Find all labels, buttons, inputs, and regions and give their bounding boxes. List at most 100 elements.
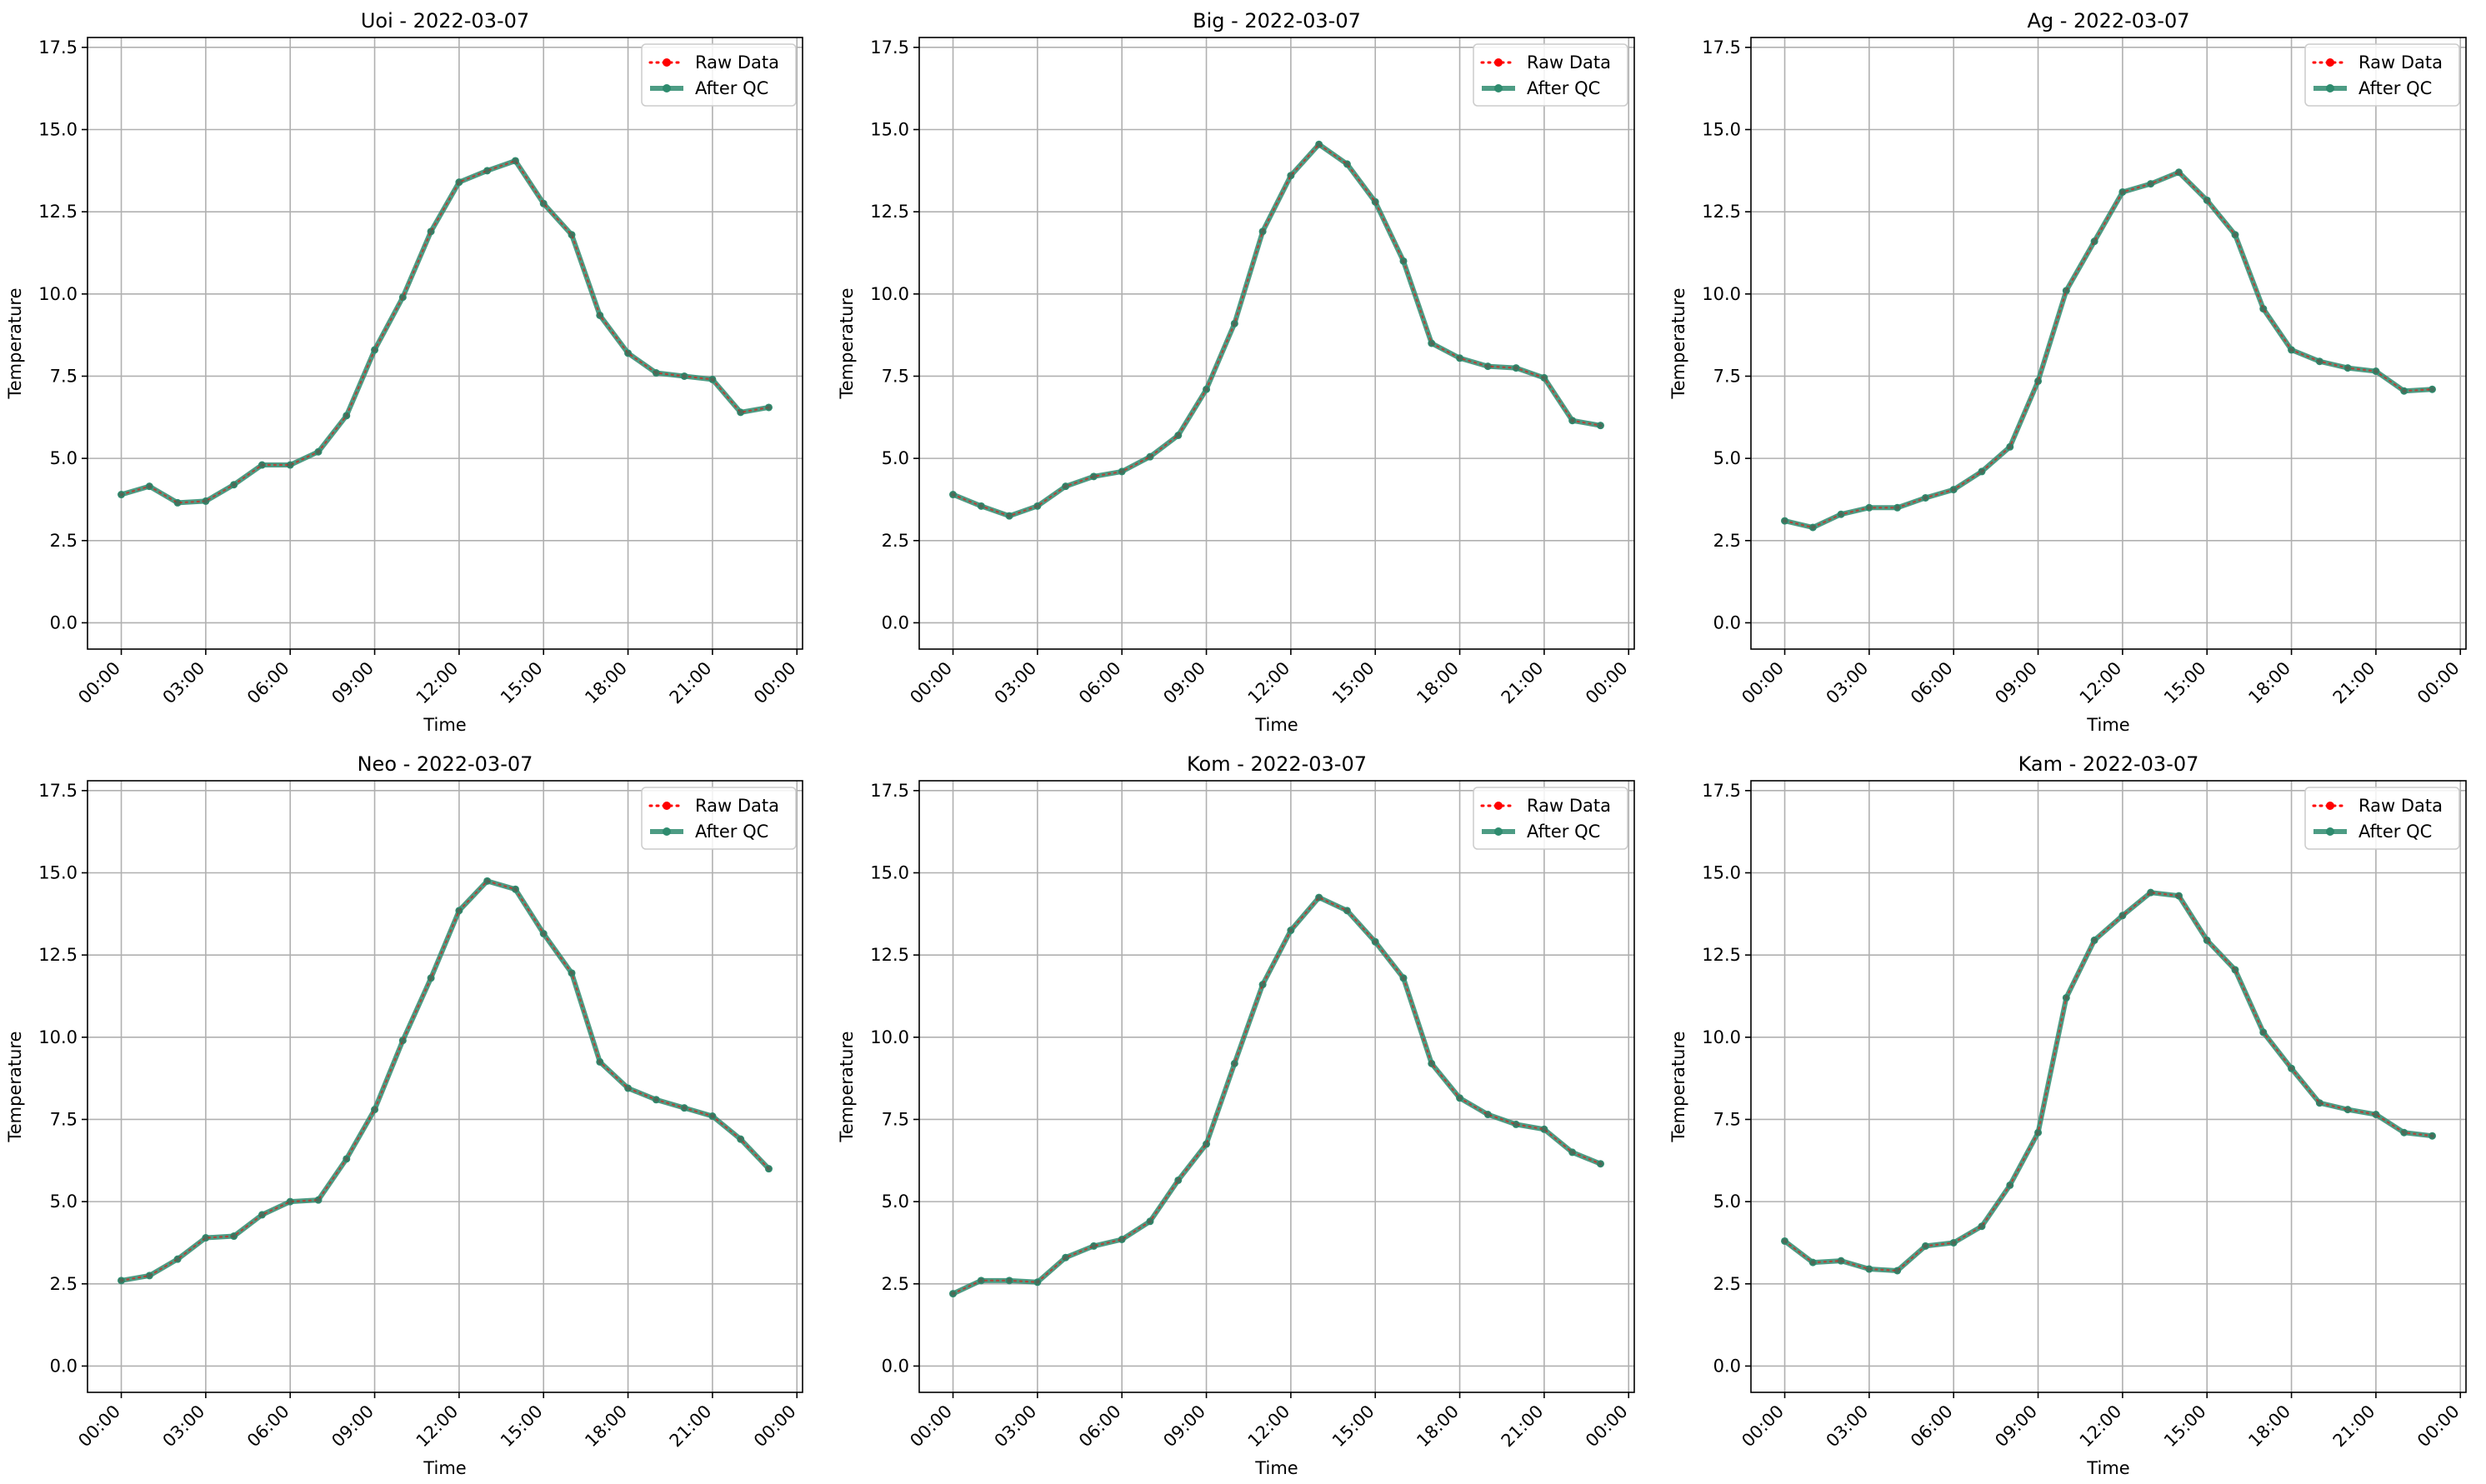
data-point-raw-data bbox=[1344, 161, 1350, 167]
y-tick-label: 15.0 bbox=[1702, 119, 1741, 139]
y-tick-label: 7.5 bbox=[1713, 1109, 1741, 1129]
y-tick-label: 5.0 bbox=[1713, 448, 1741, 468]
y-tick-label: 2.5 bbox=[50, 531, 78, 551]
x-tick-label: 03:00 bbox=[991, 658, 1041, 708]
chart-panel-0: 00:00 03:00 06:00 09:00 12:00 15:00 18:00 21:00… bbox=[5, 9, 803, 735]
data-point-raw-data bbox=[1428, 341, 1434, 346]
grid-lines bbox=[1751, 781, 2466, 1392]
x-tick-label: 09:00 bbox=[1159, 1402, 1209, 1452]
legend-label-raw-data: Raw Data bbox=[2358, 52, 2443, 72]
y-tick-label: 5.0 bbox=[1713, 1192, 1741, 1212]
y-axis-label: Temperature bbox=[837, 1031, 857, 1142]
x-tick-label: 09:00 bbox=[328, 1402, 378, 1452]
data-point-raw-data bbox=[231, 1233, 237, 1239]
data-point-raw-data bbox=[738, 1137, 743, 1142]
y-tick-label: 7.5 bbox=[1713, 366, 1741, 386]
x-tick-label: 00:00 bbox=[1738, 1402, 1788, 1452]
x-axis-label: Time bbox=[423, 1458, 466, 1478]
legend: Raw Data After QC bbox=[641, 43, 797, 107]
axes-frame bbox=[918, 780, 1635, 1393]
data-point-raw-data bbox=[2007, 1182, 2013, 1188]
x-tick-label: 00:00 bbox=[1738, 658, 1788, 708]
legend-label-raw-data: Raw Data bbox=[695, 796, 779, 816]
data-point-raw-data bbox=[259, 1212, 265, 1217]
y-tick-label: 12.5 bbox=[1702, 945, 1741, 965]
y-tick-label: 7.5 bbox=[882, 1109, 909, 1129]
data-point-raw-data bbox=[400, 1037, 406, 1043]
y-tick-label: 0.0 bbox=[50, 1356, 78, 1376]
data-point-raw-data bbox=[1232, 321, 1238, 327]
chart-title: Kom - 2022-03-07 bbox=[1187, 752, 1367, 776]
data-point-raw-data bbox=[1810, 1260, 1816, 1266]
x-tick-label: 21:00 bbox=[2329, 658, 2379, 708]
data-point-raw-data bbox=[569, 970, 575, 976]
series-line-after-qc bbox=[1783, 169, 2433, 530]
data-point-raw-data bbox=[1344, 907, 1350, 913]
x-tick-label: 00:00 bbox=[74, 1402, 124, 1452]
y-tick-label: 12.5 bbox=[870, 945, 909, 965]
x-tick-label: 15:00 bbox=[497, 658, 547, 708]
data-point-raw-data bbox=[175, 1257, 181, 1262]
y-tick-label: 10.0 bbox=[38, 1027, 78, 1047]
x-axis-label: Time bbox=[2086, 1458, 2129, 1478]
y-tick-label: 10.0 bbox=[1702, 284, 1741, 304]
y-tick-label: 10.0 bbox=[1702, 1027, 1741, 1047]
data-point-raw-data bbox=[1401, 258, 1407, 264]
data-point-raw-data bbox=[1951, 1240, 1957, 1246]
y-tick-label: 2.5 bbox=[882, 1274, 909, 1294]
x-tick-label: 00:00 bbox=[750, 658, 800, 708]
data-point-raw-data bbox=[1978, 1223, 1984, 1229]
data-point-raw-data bbox=[2317, 358, 2323, 364]
data-point-raw-data bbox=[1810, 524, 1816, 530]
chart-panel-1: 00:00 03:00 06:00 09:00 12:00 15:00 18:00 21:00… bbox=[837, 9, 1635, 735]
data-point-raw-data bbox=[766, 1166, 772, 1172]
data-point-raw-data bbox=[1541, 1127, 1547, 1132]
chart-title: Ag - 2022-03-07 bbox=[2027, 9, 2189, 32]
y-tick-label: 5.0 bbox=[882, 1192, 909, 1212]
data-point-raw-data bbox=[1063, 483, 1068, 489]
x-tick-label: 12:00 bbox=[2076, 658, 2126, 708]
x-axis-label: Time bbox=[1254, 1458, 1298, 1478]
chart-panel-2: 00:00 03:00 06:00 09:00 12:00 15:00 18:00 21:00… bbox=[1668, 9, 2467, 735]
y-axis-label: Temperature bbox=[1668, 287, 1688, 399]
y-tick-label: 2.5 bbox=[50, 1274, 78, 1294]
x-tick-label: 12:00 bbox=[413, 658, 463, 708]
data-point-raw-data bbox=[1782, 1238, 1788, 1244]
data-point-raw-data bbox=[709, 377, 715, 382]
legend-marker-after-qc bbox=[2326, 827, 2334, 836]
data-point-raw-data bbox=[484, 878, 490, 884]
series-line-raw-data bbox=[1783, 892, 2433, 1272]
legend-marker-raw-data bbox=[663, 58, 671, 67]
x-tick-label: 18:00 bbox=[1413, 1402, 1463, 1452]
data-point-raw-data bbox=[1260, 228, 1266, 234]
data-point-raw-data bbox=[2260, 306, 2266, 312]
data-point-raw-data bbox=[259, 462, 265, 468]
data-point-raw-data bbox=[1541, 375, 1547, 381]
data-point-raw-data bbox=[1203, 1142, 1209, 1147]
x-tick-label: 03:00 bbox=[159, 1402, 209, 1452]
data-point-raw-data bbox=[2204, 937, 2210, 943]
y-tick-label: 0.0 bbox=[50, 612, 78, 632]
legend-label-after-qc: After QC bbox=[1527, 78, 1600, 98]
data-point-raw-data bbox=[2429, 387, 2435, 392]
y-axis-label: Temperature bbox=[5, 287, 25, 399]
y-tick-label: 10.0 bbox=[870, 1027, 909, 1047]
y-tick-label: 17.5 bbox=[1702, 781, 1741, 801]
data-point-raw-data bbox=[513, 157, 518, 163]
data-point-raw-data bbox=[1782, 518, 1788, 524]
data-point-raw-data bbox=[978, 1277, 984, 1283]
legend-label-after-qc: After QC bbox=[2358, 822, 2432, 842]
data-point-raw-data bbox=[2148, 181, 2153, 187]
grid-lines bbox=[88, 781, 803, 1392]
y-tick-label: 0.0 bbox=[1713, 612, 1741, 632]
data-point-raw-data bbox=[372, 1107, 378, 1112]
data-point-raw-data bbox=[1513, 365, 1519, 371]
data-point-raw-data bbox=[625, 1085, 631, 1091]
data-point-raw-data bbox=[597, 1059, 603, 1065]
data-point-raw-data bbox=[766, 404, 772, 410]
series-line-after-qc bbox=[121, 878, 771, 1283]
y-tick-label: 17.5 bbox=[38, 37, 78, 57]
data-point-raw-data bbox=[653, 370, 659, 376]
data-point-raw-data bbox=[428, 228, 434, 234]
x-tick-label: 15:00 bbox=[497, 1402, 547, 1452]
